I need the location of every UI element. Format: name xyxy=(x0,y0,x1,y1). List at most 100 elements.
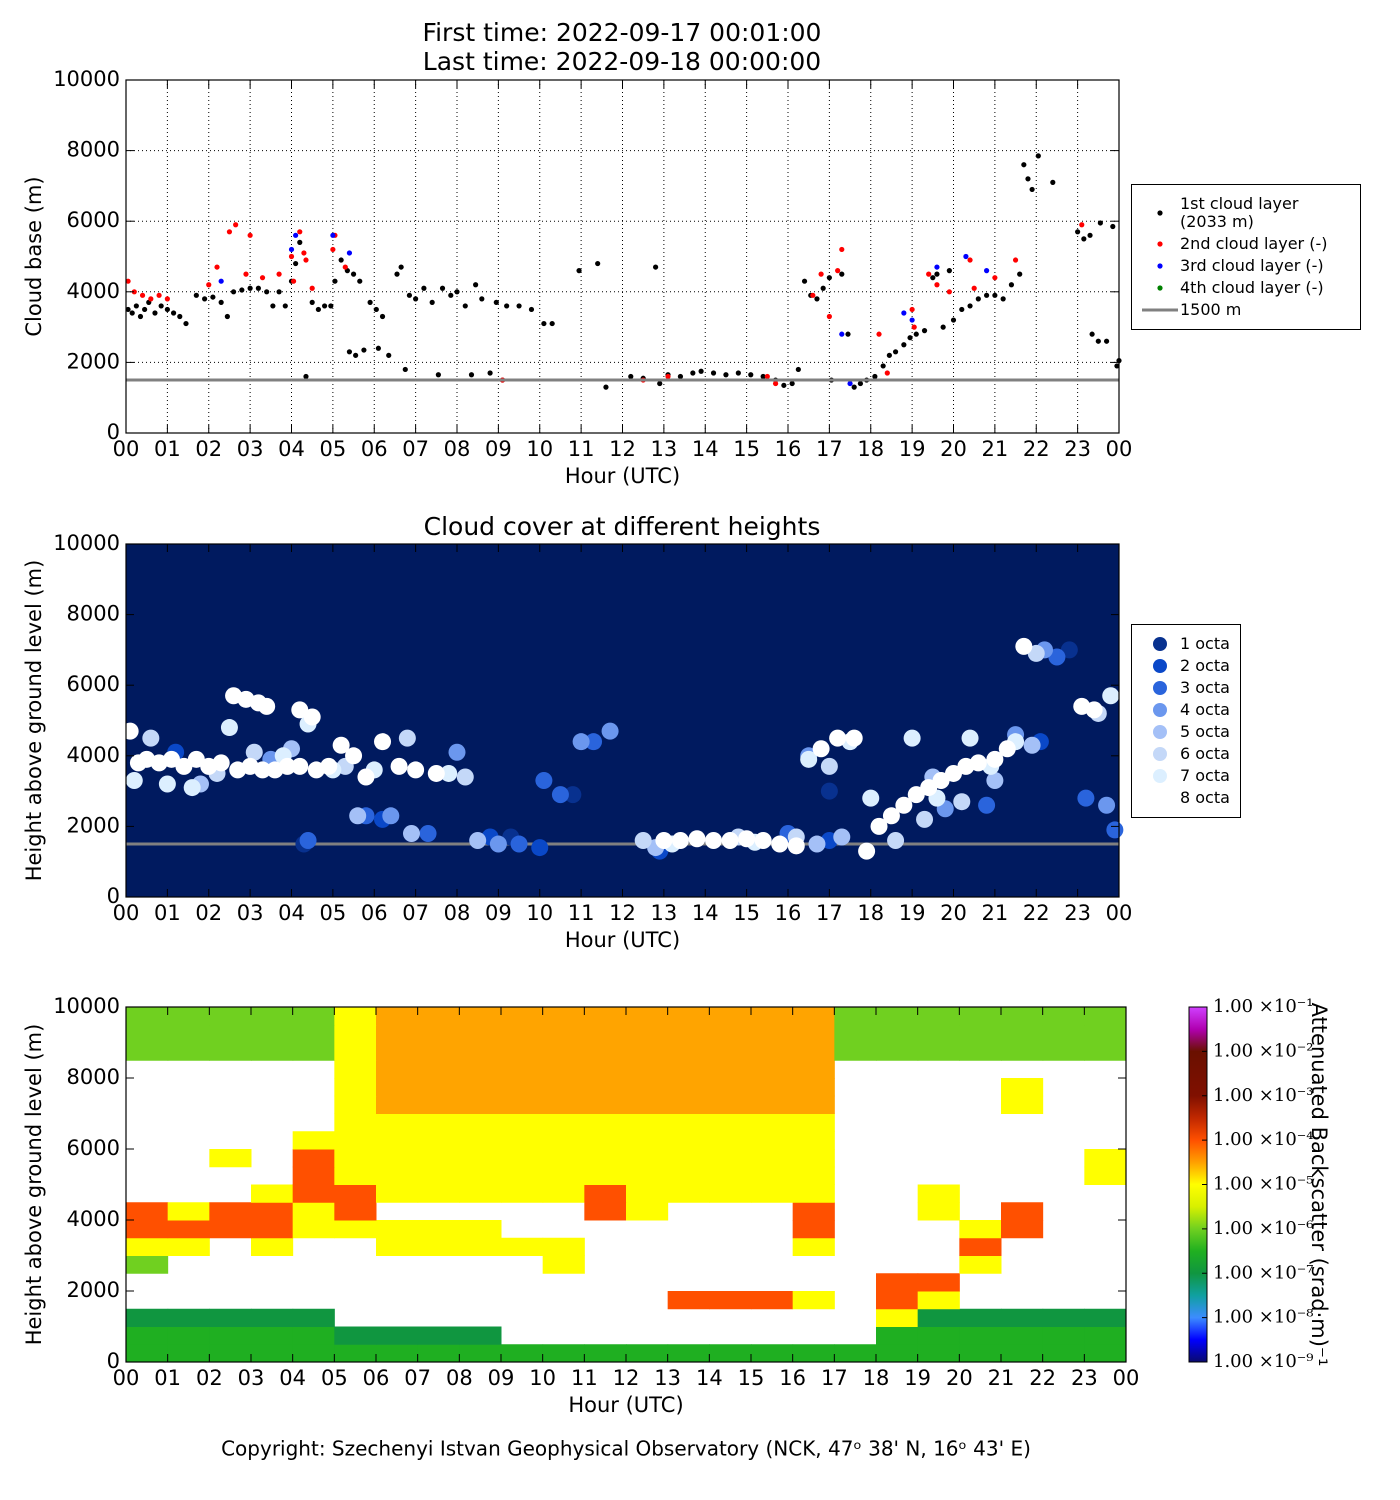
legend-item: 4th cloud layer (-) xyxy=(1136,277,1350,297)
y-tick-label: 4000 xyxy=(67,743,120,767)
heatmap-cell xyxy=(209,1042,252,1061)
heatmap-cell xyxy=(917,1291,960,1310)
x-tick-label: 06 xyxy=(361,437,388,461)
data-point xyxy=(710,370,717,376)
heatmap-cell xyxy=(501,1184,544,1203)
data-point xyxy=(448,743,466,761)
heatmap-cell xyxy=(376,1184,419,1203)
heatmap-cell xyxy=(167,1237,210,1256)
heatmap-cell xyxy=(584,1007,627,1026)
legend-label: 4th cloud layer (-) xyxy=(1180,277,1324,297)
data-point xyxy=(969,754,987,772)
x-tick-label: 14 xyxy=(692,437,719,461)
heatmap-cell xyxy=(167,1326,210,1345)
heatmap-cell xyxy=(626,1078,669,1097)
legend-swatch xyxy=(1153,680,1167,695)
data-point xyxy=(829,729,847,747)
legend-swatch xyxy=(1153,746,1167,761)
data-point xyxy=(1012,257,1019,263)
heatmap-cell xyxy=(542,1255,585,1274)
heatmap-cell xyxy=(876,1273,919,1292)
legend-item: 7 octa xyxy=(1136,766,1230,785)
data-point xyxy=(297,229,303,235)
heatmap-cell xyxy=(417,1024,460,1043)
data-point xyxy=(320,757,338,775)
legend-label: 4 octa xyxy=(1180,699,1230,719)
heatmap-cell xyxy=(1001,1042,1044,1061)
heatmap-cell xyxy=(292,1220,335,1239)
heatmap-cell xyxy=(792,1166,835,1185)
heatmap-cell xyxy=(459,1184,502,1203)
data-point xyxy=(801,278,808,284)
heatmap-cell xyxy=(501,1042,544,1061)
x-tick-label: 13 xyxy=(651,437,678,461)
heatmap-cell xyxy=(417,1149,460,1168)
heatmap-cell xyxy=(251,1202,294,1221)
data-point xyxy=(439,285,446,291)
x-tick-label: 03 xyxy=(237,901,264,925)
x-tick-label: 02 xyxy=(196,1366,223,1390)
data-point xyxy=(133,303,139,309)
data-point xyxy=(748,372,754,378)
data-point xyxy=(572,733,590,751)
data-point xyxy=(247,232,253,238)
x-axis-label: Hour (UTC) xyxy=(565,928,680,952)
heatmap-cell xyxy=(667,1113,710,1132)
x-tick-label: 11 xyxy=(568,901,595,925)
colorbar-tick-label: 1.00 ×10⁻⁶ xyxy=(1213,1218,1314,1239)
heatmap-cell xyxy=(167,1007,210,1026)
data-point xyxy=(170,310,177,316)
data-point xyxy=(419,824,437,842)
data-point xyxy=(1000,296,1006,302)
heatmap-cell xyxy=(251,1344,294,1363)
heatmap-cell xyxy=(292,1024,335,1043)
data-point xyxy=(247,285,253,291)
data-point xyxy=(398,729,416,747)
data-point xyxy=(125,772,143,790)
y-tick-label: 10000 xyxy=(53,994,120,1018)
heatmap-cell xyxy=(959,1308,1002,1327)
heatmap-cell xyxy=(417,1166,460,1185)
data-point xyxy=(862,789,880,807)
x-tick-label: 09 xyxy=(485,437,512,461)
data-point xyxy=(309,299,315,305)
legend-swatch xyxy=(1157,209,1163,216)
data-point xyxy=(820,782,838,800)
heatmap-cell xyxy=(167,1042,210,1061)
x-tick-label: 10 xyxy=(526,901,553,925)
data-point xyxy=(276,289,282,295)
data-point xyxy=(880,363,886,369)
heatmap-cell xyxy=(459,1149,502,1168)
heatmap-cell xyxy=(959,1326,1002,1345)
data-point xyxy=(721,832,739,850)
heatmap-cell xyxy=(334,1202,377,1221)
data-point xyxy=(220,719,238,737)
data-point xyxy=(895,796,913,814)
heatmap-cell xyxy=(626,1042,669,1061)
data-point xyxy=(1085,701,1103,719)
y-tick-label: 0 xyxy=(107,884,120,908)
heatmap-cell xyxy=(501,1078,544,1097)
data-point xyxy=(882,807,900,825)
data-point xyxy=(858,842,876,860)
footer: Copyright: Szechenyi Istvan Geophysical … xyxy=(221,1437,1031,1461)
data-point xyxy=(984,292,990,298)
heatmap-cell xyxy=(417,1344,460,1363)
data-point xyxy=(1077,789,1095,807)
x-tick-label: 05 xyxy=(320,901,347,925)
data-point xyxy=(158,303,164,309)
data-point xyxy=(468,372,475,378)
heatmap-cell xyxy=(792,1078,835,1097)
data-point xyxy=(293,232,299,238)
x-tick-label: 20 xyxy=(940,437,967,461)
data-point xyxy=(493,299,499,305)
x-tick-label: 19 xyxy=(904,1366,931,1390)
heatmap-cell xyxy=(542,1095,585,1114)
data-point xyxy=(214,264,220,270)
data-point xyxy=(142,729,160,747)
x-tick-label: 14 xyxy=(692,901,719,925)
data-point xyxy=(510,835,528,853)
data-point xyxy=(826,313,832,320)
legend-swatch xyxy=(1153,790,1167,805)
